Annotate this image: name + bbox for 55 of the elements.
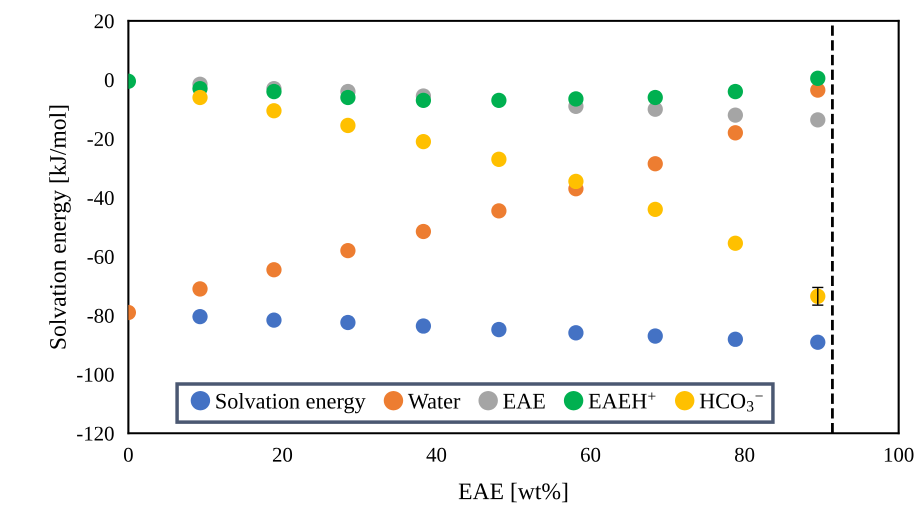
point bbox=[728, 332, 743, 347]
point bbox=[340, 242, 356, 258]
x-tick-label: 0 bbox=[124, 448, 133, 462]
point bbox=[266, 103, 282, 118]
point bbox=[416, 318, 432, 334]
x-tick-label: 20 bbox=[272, 448, 292, 462]
point bbox=[568, 91, 584, 107]
x-tick-label: 100 bbox=[884, 448, 914, 462]
y-tick-label: 20 bbox=[94, 14, 114, 28]
legend-label: HCO$_{3}$$^{−}$ bbox=[700, 394, 763, 412]
point bbox=[491, 92, 507, 108]
point bbox=[728, 125, 743, 140]
x-tick-label: 80 bbox=[734, 448, 754, 462]
legend-label: Solvation energy bbox=[216, 393, 366, 414]
point bbox=[648, 202, 663, 218]
point bbox=[340, 314, 356, 330]
y-tick-label: 0 bbox=[104, 73, 114, 88]
point bbox=[728, 108, 743, 123]
point bbox=[648, 328, 663, 344]
point bbox=[810, 70, 826, 86]
point bbox=[568, 325, 584, 340]
y-tick-label: -60 bbox=[87, 250, 114, 264]
legend-label: EAE bbox=[503, 394, 545, 408]
point bbox=[192, 308, 208, 324]
x-axis-title: EAE [wt%] bbox=[458, 482, 568, 502]
y-tick-label: -20 bbox=[87, 132, 114, 146]
point bbox=[416, 224, 432, 240]
point bbox=[266, 312, 282, 328]
point bbox=[416, 134, 432, 150]
point bbox=[416, 92, 432, 108]
point bbox=[192, 281, 208, 297]
x-tick-label: 60 bbox=[581, 448, 600, 462]
point bbox=[810, 112, 826, 128]
point bbox=[810, 334, 826, 350]
point bbox=[192, 90, 208, 106]
point bbox=[728, 84, 743, 100]
point bbox=[491, 152, 507, 167]
point bbox=[340, 118, 356, 134]
point bbox=[340, 90, 356, 106]
point bbox=[491, 322, 507, 338]
point bbox=[266, 84, 282, 100]
y-tick-label: -40 bbox=[87, 190, 114, 206]
x-tick-label: 40 bbox=[426, 448, 446, 462]
point bbox=[728, 236, 743, 251]
point bbox=[266, 262, 282, 278]
point bbox=[648, 156, 663, 172]
y-axis-title: Solvation energy [kJ/mol] bbox=[49, 106, 71, 349]
legend-label: EAEH$^{+}$ bbox=[588, 392, 656, 408]
y-tick-label: -120 bbox=[77, 426, 114, 441]
point bbox=[568, 174, 584, 190]
y-tick-label: -100 bbox=[77, 368, 114, 382]
legend-label: Water bbox=[408, 394, 460, 409]
point bbox=[491, 203, 507, 219]
point bbox=[648, 90, 663, 106]
y-tick-label: -80 bbox=[87, 308, 114, 323]
